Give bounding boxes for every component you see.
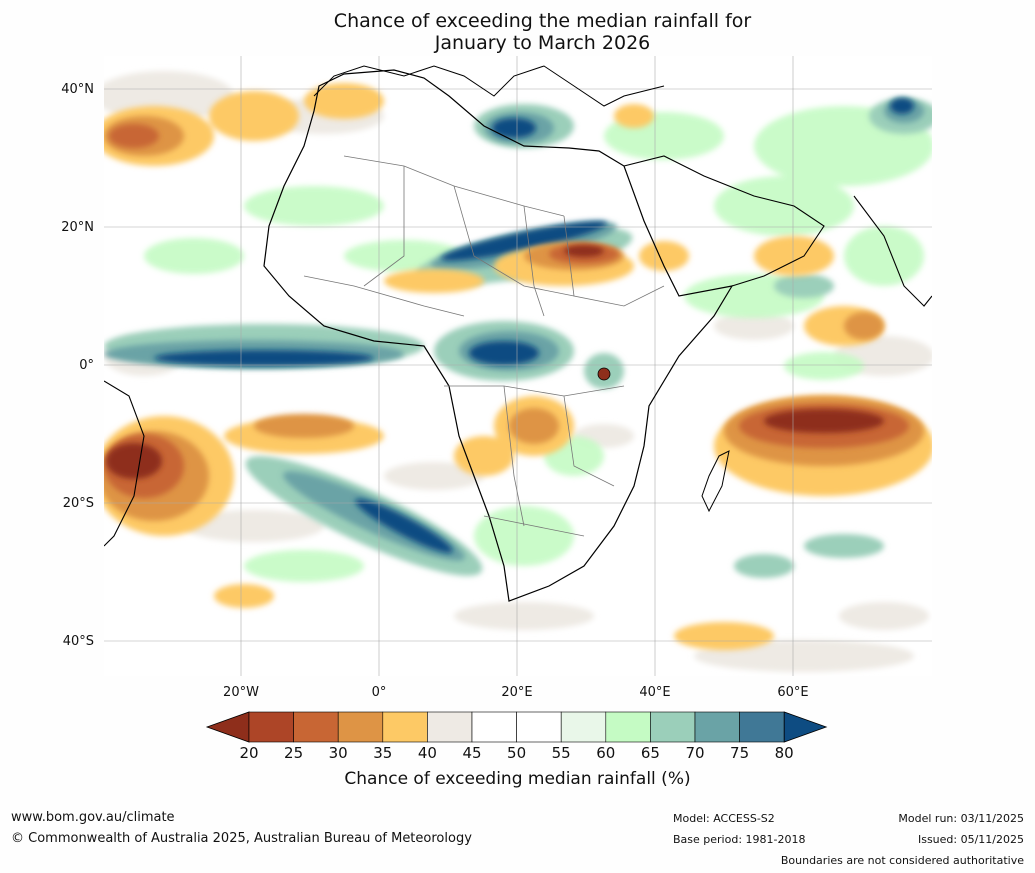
colorbar-segment bbox=[471, 711, 517, 743]
colorbar-tick-label: 50 bbox=[507, 744, 527, 762]
model-run-date: Model run: 03/11/2025 bbox=[898, 812, 1024, 825]
colorbar-segment bbox=[382, 711, 428, 743]
colorbar-tick-label: 60 bbox=[596, 744, 616, 762]
colorbar-tick-label: 80 bbox=[774, 744, 794, 762]
colorbar-segment bbox=[248, 711, 294, 743]
europe-coastline bbox=[313, 65, 665, 107]
india-coastline bbox=[853, 195, 932, 307]
colorbar-segment bbox=[427, 711, 473, 743]
lake-victoria bbox=[597, 367, 611, 381]
colorbar-tick-label: 45 bbox=[462, 744, 482, 762]
colorbar-segment bbox=[337, 711, 384, 743]
country-boundaries bbox=[303, 155, 665, 537]
colorbar-segment bbox=[516, 711, 562, 743]
colorbar-high-arrow bbox=[783, 711, 828, 743]
colorbar-segment bbox=[694, 711, 740, 743]
africa-coastline bbox=[263, 69, 734, 602]
colorbar bbox=[205, 711, 828, 743]
madagascar-outline bbox=[701, 450, 730, 513]
lon-label-40e: 40°E bbox=[639, 685, 671, 700]
boundaries-disclaimer: Boundaries are not considered authoritat… bbox=[780, 854, 1024, 867]
colorbar-tick-label: 35 bbox=[373, 744, 393, 762]
map-title-line2: January to March 2026 bbox=[434, 32, 651, 54]
colorbar-segment bbox=[293, 711, 339, 743]
colorbar-tick-label: 30 bbox=[328, 744, 348, 762]
map-title-line1: Chance of exceeding the median rainfall … bbox=[333, 10, 752, 32]
colorbar-segment bbox=[739, 711, 785, 743]
colorbar-segment bbox=[560, 711, 607, 743]
lon-label-20e: 20°E bbox=[501, 685, 533, 700]
colorbar-label: Chance of exceeding median rainfall (%) bbox=[344, 769, 691, 789]
lon-label-60e: 60°E bbox=[777, 685, 809, 700]
map-title: Chance of exceeding the median rainfall … bbox=[0, 10, 1035, 54]
colorbar-tick-label: 40 bbox=[417, 744, 437, 762]
colorbar-tick-label: 75 bbox=[730, 744, 750, 762]
lat-label-20s: 20°S bbox=[62, 496, 94, 511]
colorbar-segment bbox=[605, 711, 651, 743]
map-canvas bbox=[104, 56, 932, 676]
model-name: Model: ACCESS-S2 bbox=[673, 812, 775, 825]
issued-date: Issued: 05/11/2025 bbox=[917, 833, 1024, 846]
colorbar-tick-label: 20 bbox=[239, 744, 259, 762]
lon-label-0: 0° bbox=[371, 685, 387, 700]
arabia-coastline bbox=[623, 155, 825, 287]
lat-label-40s: 40°S bbox=[62, 634, 94, 649]
rainfall-outlook-map bbox=[104, 56, 932, 676]
colorbar-segment bbox=[650, 711, 696, 743]
colorbar-tick-label: 55 bbox=[551, 744, 571, 762]
lon-label-20w: 20°W bbox=[223, 685, 259, 700]
colorbar-tick-label: 70 bbox=[685, 744, 705, 762]
lat-label-20n: 20°N bbox=[61, 220, 94, 235]
graticule bbox=[104, 56, 932, 676]
below-median-very-low-areas bbox=[106, 245, 884, 479]
lat-label-40n: 40°N bbox=[61, 82, 94, 97]
website-link[interactable]: www.bom.gov.au/climate bbox=[11, 810, 175, 825]
copyright-text: © Commonwealth of Australia 2025, Austra… bbox=[11, 831, 472, 846]
colorbar-low-arrow bbox=[205, 711, 250, 743]
colorbar-tick-label: 25 bbox=[284, 744, 304, 762]
south-america-coastline bbox=[104, 380, 145, 547]
colorbar-tick-label: 65 bbox=[640, 744, 660, 762]
lat-label-0: 0° bbox=[79, 358, 94, 373]
base-period: Base period: 1981-2018 bbox=[673, 833, 806, 846]
